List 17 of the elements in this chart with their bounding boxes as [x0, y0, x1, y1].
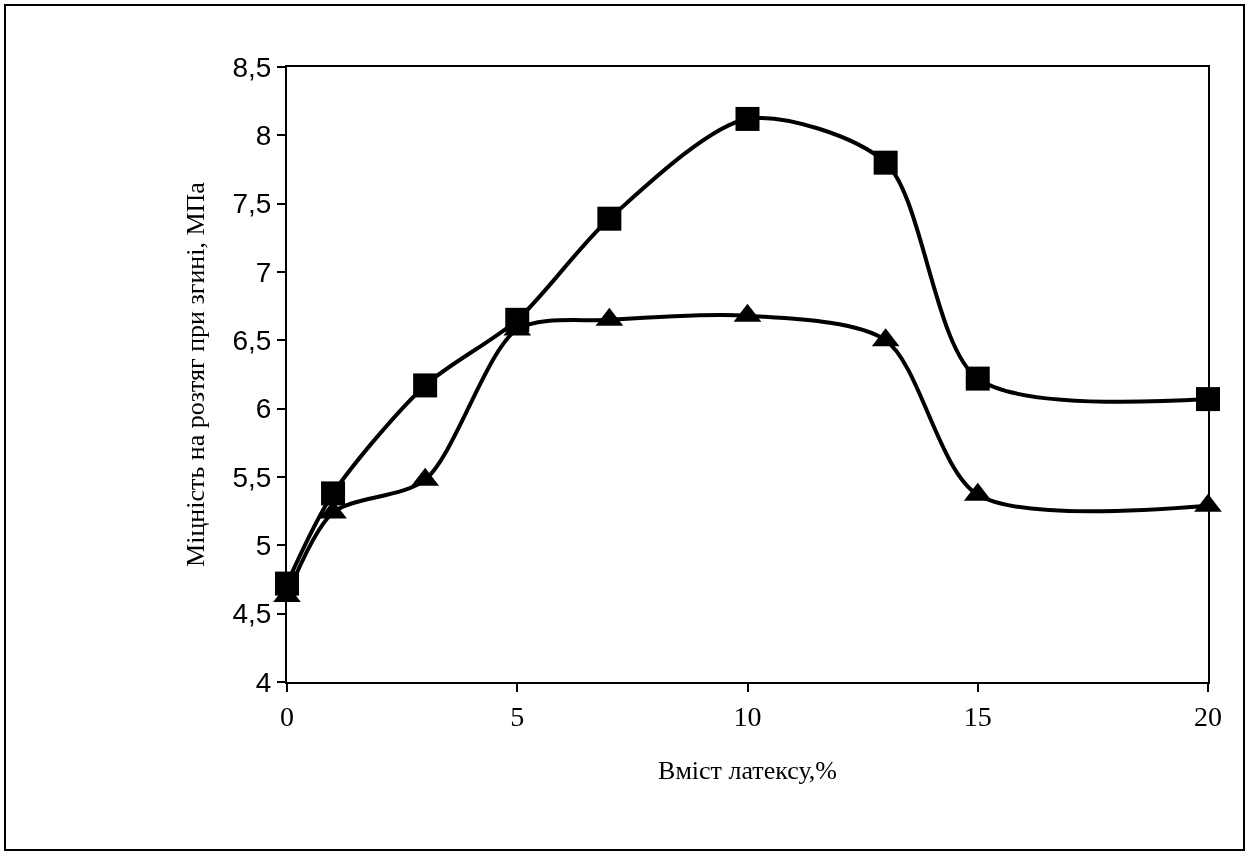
x-tick-label: 15 [963, 700, 992, 732]
y-tick-label: 6,5 [232, 325, 272, 357]
x-tick-label: 5 [510, 700, 525, 732]
y-tick-label: 7,5 [232, 188, 272, 220]
x-tick-label: 10 [733, 700, 762, 732]
y-tick-label: 7 [255, 256, 272, 288]
x-axis-title: Вміст латексу,% [658, 755, 837, 785]
x-tick-label: 0 [280, 700, 294, 732]
x-tick-label: 20 [1194, 700, 1222, 732]
y-tick-label: 8,5 [232, 51, 272, 83]
y-tick-label: 6 [255, 393, 272, 425]
y-tick-label: 4 [255, 666, 272, 698]
y-tick-label: 5 [255, 530, 272, 562]
y-tick-label: 8 [255, 120, 272, 152]
y-tick-label: 5,5 [232, 461, 272, 493]
y-tick-label: 4,5 [232, 598, 272, 630]
y-axis-title: Міцність на розтяг при згині, МПа [181, 181, 211, 567]
